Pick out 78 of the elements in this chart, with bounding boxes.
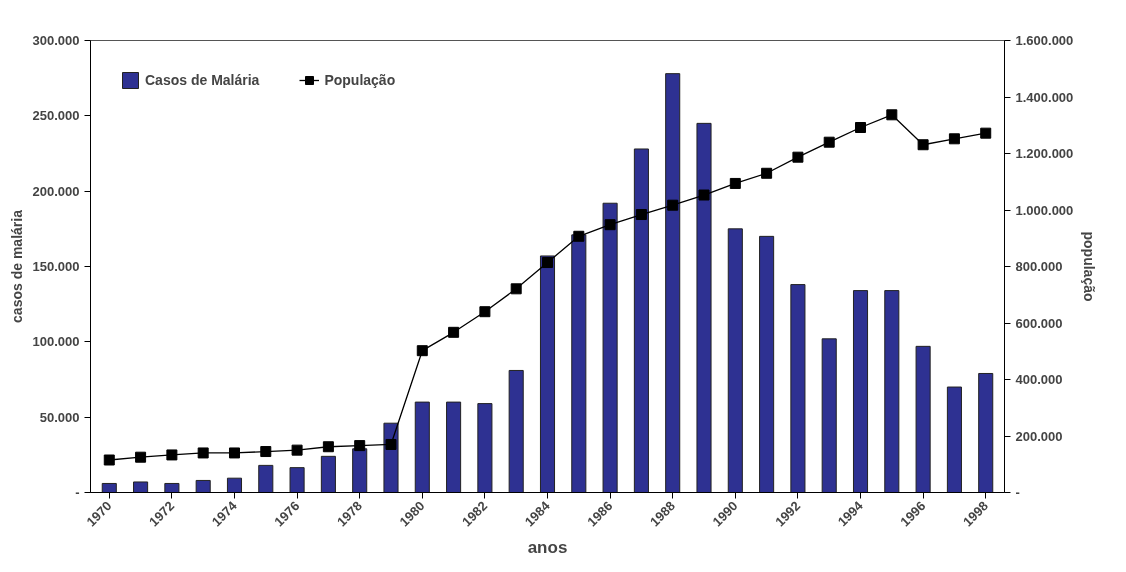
bar <box>320 455 336 493</box>
point <box>510 283 522 295</box>
point <box>103 454 115 466</box>
bar <box>727 228 743 493</box>
y-tick-label: 150.000 <box>32 259 80 274</box>
point <box>792 151 804 163</box>
bar <box>539 255 556 493</box>
y2-tick-label: 400.000 <box>1015 372 1063 387</box>
point <box>761 167 773 179</box>
bar <box>852 290 869 493</box>
y2-tick-label: 800.000 <box>1015 259 1063 274</box>
point <box>573 230 585 242</box>
y-tick-label: 100.000 <box>32 334 80 350</box>
y-tick-label: 250.000 <box>32 108 80 124</box>
y2-axis-title: população <box>1081 231 1098 302</box>
point <box>479 306 491 318</box>
y-tick-label: 200.000 <box>32 183 80 199</box>
bar <box>978 372 994 493</box>
y2-tick-label: 1.600.000 <box>1015 33 1074 48</box>
point <box>135 451 147 463</box>
bar <box>821 338 837 493</box>
point <box>416 345 428 357</box>
point <box>448 326 460 338</box>
point <box>260 446 272 458</box>
point <box>385 438 397 450</box>
legend-label: População <box>324 72 396 88</box>
bar <box>446 401 462 493</box>
bar <box>258 464 274 493</box>
bar <box>352 448 368 493</box>
point <box>980 127 992 139</box>
point <box>604 219 616 231</box>
bar <box>164 482 180 493</box>
y-tick-label: - <box>75 485 80 500</box>
y-tick-label: 50.000 <box>39 409 80 425</box>
bar <box>508 369 524 493</box>
point <box>166 449 178 461</box>
y2-tick-label: 600.000 <box>1015 315 1063 331</box>
bar <box>477 403 493 493</box>
y-tick-label: 300.000 <box>32 33 80 48</box>
point <box>542 257 553 269</box>
bar <box>696 122 712 493</box>
point <box>886 109 898 121</box>
bar <box>633 148 649 493</box>
x-axis-title: anos <box>527 538 568 558</box>
point <box>729 177 741 189</box>
point <box>354 440 366 452</box>
point <box>228 447 240 459</box>
bar <box>665 73 681 493</box>
bar <box>759 235 775 493</box>
point <box>322 441 334 453</box>
y2-tick-label: 200.000 <box>1015 428 1063 444</box>
point <box>823 136 835 148</box>
point <box>948 133 960 145</box>
point <box>917 139 929 151</box>
legend-label: Casos de Malária <box>145 72 260 88</box>
point <box>635 209 647 221</box>
y-axis-title: casos de malária <box>8 209 25 323</box>
bar <box>571 234 587 493</box>
y2-tick-label: 1.200.000 <box>1015 146 1074 161</box>
bar <box>133 481 149 493</box>
bar <box>195 479 211 493</box>
bar <box>915 345 931 493</box>
y2-tick-label: 1.000.000 <box>1015 202 1074 218</box>
bar <box>101 482 117 493</box>
point <box>197 447 209 459</box>
point <box>855 122 867 134</box>
y2-tick-label: - <box>1015 485 1020 500</box>
bar <box>414 401 430 493</box>
bar <box>790 284 806 493</box>
bar <box>602 202 618 493</box>
point <box>667 199 679 211</box>
y2-tick-label: 1.400.000 <box>1015 89 1074 105</box>
point <box>698 189 710 201</box>
bar <box>226 477 243 493</box>
point <box>291 444 303 456</box>
bar <box>884 290 900 493</box>
bar <box>289 467 305 493</box>
bar <box>946 386 962 493</box>
